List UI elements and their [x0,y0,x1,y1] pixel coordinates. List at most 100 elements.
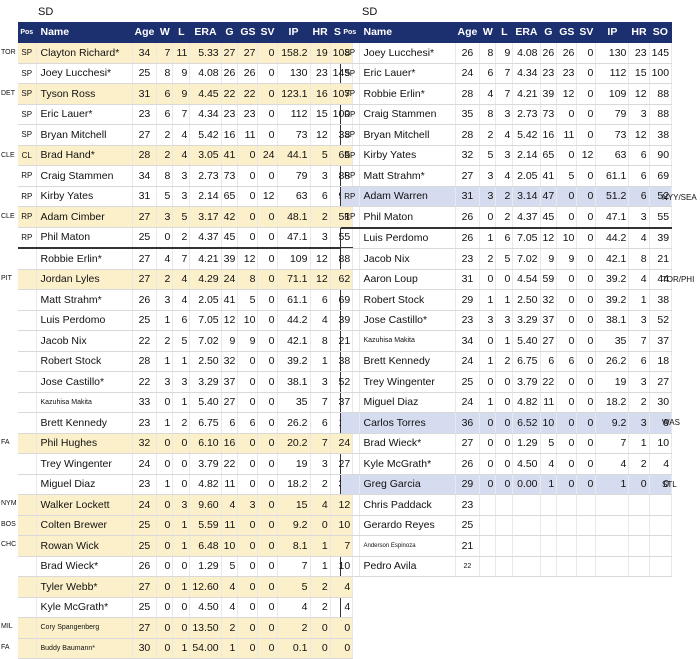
cell-age: 27 [132,576,158,598]
cell-l: 11 [172,42,191,64]
cell-ip: 48.1 [277,206,311,228]
cell-g [540,494,558,516]
cell-age: 26 [455,226,481,249]
cell-age: 27 [132,124,158,146]
left-header-name: Name [36,22,133,43]
table-row: SP Tyson Ross 31 6 9 4.45 22 22 0 123.1 16 107 [18,83,354,105]
cell-ip: 79 [595,104,630,125]
cell-l: 2 [495,186,514,207]
cell-gs: 26 [237,63,259,84]
cell-name: Greg Garcia [359,474,456,495]
cell-name: Brad Wieck* [36,556,133,577]
cell-g: 12 [540,226,558,249]
cell-w: 6 [479,63,497,84]
cell-name: Robbie Erlin* [36,247,133,270]
cell-ip: 5 [277,576,311,598]
right-header-g: G [540,22,558,43]
cell-age: 23 [455,248,481,270]
cell-era: 2.50 [189,351,222,372]
cell-l: 0 [495,371,514,393]
cell-name: Miguel Diaz [36,474,133,495]
cell-gs: 0 [237,617,259,639]
cell-w: 2 [479,124,497,146]
cell-w: 1 [479,289,497,311]
cell-era: 1.29 [512,433,541,454]
cell-gs: 3 [237,494,259,516]
cell-gs: 5 [556,165,578,187]
cell-sv: 0 [576,83,597,105]
cell-g: 23 [221,104,239,125]
cell-sv: 0 [257,392,278,413]
cell-gs: 0 [556,330,578,352]
table-row: SP Bryan Mitchell 28 2 4 5.42 16 11 0 73 12 38 [341,124,673,146]
cell-w: 0 [479,269,497,290]
cell-l: 5 [172,330,191,352]
cell-gs: 0 [237,206,259,228]
cell-hr: 3 [310,165,331,187]
cell-era: 6.10 [189,433,222,454]
table-row: CL Brad Hand* 28 2 4 3.05 41 0 24 44.1 5 65 [18,145,354,166]
cell-age: 24 [455,63,481,84]
cell-g: 4 [221,597,239,618]
cell-ip: 4 [277,597,311,618]
cell-age: 27 [455,433,481,454]
cell-hr: 1 [628,289,650,311]
cell-gs: 11 [556,124,578,146]
cell-sv: 0 [576,412,597,434]
team-side-label: CHC [1,541,17,548]
cell-ip: 63 [595,145,630,166]
cell-name: Adam Warren [359,186,456,207]
cell-hr: 3 [628,310,650,331]
team-side-label: STL [662,479,677,489]
cell-pos [18,330,37,352]
cell-pos: RP [341,186,360,207]
cell-pos [341,556,360,577]
cell-so: 38 [649,289,673,311]
cell-hr: 23 [310,63,331,84]
cell-pos [18,269,37,290]
cell-gs: 0 [556,310,578,331]
cell-era: 2.14 [189,186,222,207]
cell-sv: 0 [257,515,278,536]
cell-l: 2 [172,227,191,249]
cell-l: 1 [172,535,191,557]
cell-name: Trey Wingenter [36,453,133,475]
cell-gs: 0 [556,145,578,166]
cell-sv: 24 [257,145,278,166]
cell-ip: 9.2 [277,515,311,536]
cell-era: 5.40 [512,330,541,352]
team-side-label: TOR/PHI [662,274,695,284]
cell-era: 4.50 [189,597,222,618]
cell-g: 32 [540,289,558,311]
cell-pos: RP [18,186,37,207]
cell-g: 45 [540,206,558,228]
left-header-l: L [172,22,191,43]
cell-w: 1 [156,474,174,495]
table-row: Chris Paddack 23 [341,494,673,516]
cell-hr: 4 [628,226,650,249]
cell-g: 65 [540,145,558,166]
cell-so [649,535,673,557]
table-row: RP Craig Stammen 35 8 3 2.73 73 0 0 79 3 88 [341,104,673,125]
cell-era: 3.79 [189,453,222,475]
cell-sv: 12 [576,145,597,166]
table-row: Kyle McGrath* 25 0 0 4.50 4 0 0 4 2 4 [18,597,354,618]
cell-w: 8 [479,42,497,64]
cell-age: 26 [455,42,481,64]
cell-era: 3.17 [189,206,222,228]
cell-hr: 0 [310,617,331,639]
cell-hr: 3 [628,371,650,393]
cell-name: Carlos Torres [359,412,456,434]
cell-l: 3 [172,186,191,207]
cell-pos [18,351,37,372]
cell-l: 1 [172,638,191,659]
cell-g: 1 [221,638,239,659]
cell-gs: 0 [237,392,259,413]
table-row: Luis Perdomo 26 1 6 7.05 12 10 0 44.2 4 39 [341,226,673,249]
cell-pos: RP [341,104,360,125]
cell-name: Gerardo Reyes [359,515,456,536]
cell-g: 11 [221,474,239,495]
cell-name: Craig Stammen [36,165,133,187]
cell-era: 4.29 [189,269,222,290]
